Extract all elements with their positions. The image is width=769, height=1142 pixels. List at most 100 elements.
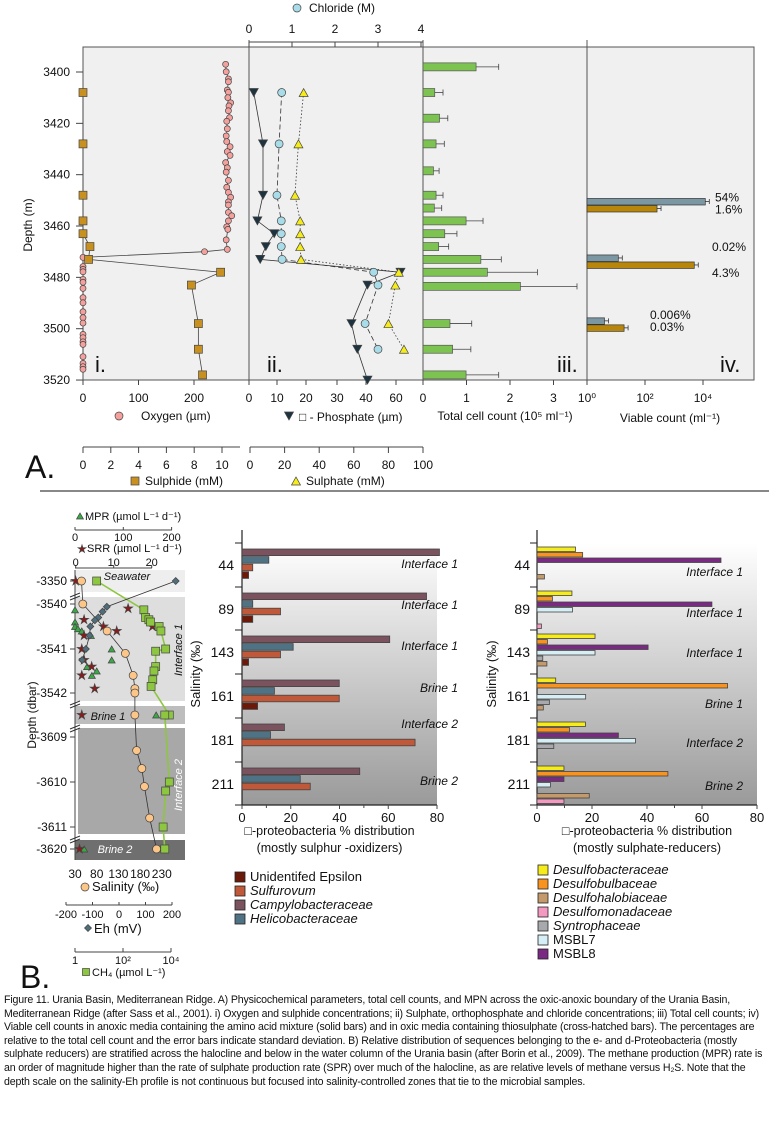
mpr-point: [107, 645, 116, 653]
bar-desulfohalobiaceae: [536, 574, 545, 580]
srr-point: [122, 602, 134, 614]
panel-label-iii: iii.: [557, 352, 578, 377]
cell-count-bar: [422, 88, 436, 97]
eh-tick-label: 100: [136, 909, 154, 921]
bar-desulfobacteraceae: [536, 590, 573, 596]
ch4-point: [161, 644, 171, 654]
ch4-point: [158, 822, 168, 832]
bar-sulfurovum: [241, 607, 281, 616]
bar-chart-background: [537, 543, 757, 805]
sulphide-point: [78, 139, 88, 149]
eh-point: [78, 656, 87, 664]
legend-label: Desulfomonadaceae: [553, 904, 672, 919]
viable-count-tick-label: 10⁴: [694, 391, 713, 405]
bar-unidentifed-epsilon: [241, 658, 249, 666]
sulphide-tick-label: 2: [107, 458, 114, 472]
chloride-point: [373, 280, 383, 290]
eh-point: [171, 577, 180, 585]
sulphate-axis-label: Sulphate (mM): [306, 474, 385, 488]
mpr-point: [73, 625, 83, 633]
oxygen-point: [79, 299, 87, 307]
eh-tick-label: 200: [163, 909, 181, 921]
cell-count-bar: [422, 203, 435, 213]
phosphate-point: [352, 344, 363, 354]
phosphate-tick-label: 20: [299, 391, 313, 405]
oxygen-point: [222, 168, 230, 176]
cell-count-tick-label: 0: [420, 391, 427, 405]
bar-campylobacteraceae: [241, 635, 391, 643]
salinity-point: [102, 626, 112, 636]
percentage-label: 54%: [715, 190, 739, 204]
chloride-tick-label: 4: [418, 22, 425, 36]
sulphide-point: [78, 88, 88, 97]
sulphide-point: [85, 242, 95, 251]
mpr-tick-label: 100: [114, 532, 132, 544]
value-tick-label: 0: [533, 810, 540, 825]
sulphate-point: [289, 190, 301, 200]
depth-axis-label: Depth (m): [21, 198, 35, 251]
bar-helicobacteraceae: [241, 643, 294, 651]
depth-axis-label-b: Depth (dbar): [25, 681, 39, 748]
depth-tick-label: -3609: [36, 730, 67, 744]
depth-tick-label: 3460: [43, 219, 70, 233]
oxygen-point: [79, 353, 87, 361]
phosphate-point: [248, 88, 259, 98]
viable-count-bar: [586, 317, 605, 325]
value-tick-label: 60: [695, 810, 709, 825]
phosphate-point: [260, 242, 271, 252]
sulphide-tick-label: 6: [163, 458, 170, 472]
bar-sulfurovum: [241, 563, 254, 572]
viable-count-axis-label: Viable count (ml⁻¹): [620, 411, 720, 425]
sulphide-legend-icon: [130, 476, 140, 486]
srr-axis-label: SRR (µmol L⁻¹ d⁻¹): [87, 543, 182, 555]
zone-label-seawater: Seawater: [104, 571, 152, 583]
phosphate-tick-label: 30: [330, 391, 344, 405]
sulphate-legend-icon: [290, 476, 302, 486]
oxygen-point: [223, 117, 231, 125]
chloride-point: [277, 255, 287, 264]
srr-point: [89, 682, 101, 694]
sulphide-tick-label: 4: [135, 458, 142, 472]
ch4-point: [151, 646, 161, 656]
salinity-category-label: 181: [507, 732, 531, 748]
zone-label: Brine 1: [705, 697, 743, 711]
cell-count-bar: [422, 242, 440, 251]
zone-label-brine-2: Brine 2: [98, 844, 133, 856]
legend-swatch: [537, 920, 549, 932]
oxygen-point: [222, 68, 230, 76]
salinity-tick-label: 80: [90, 867, 104, 881]
salinity-category-label: 211: [212, 776, 235, 792]
salinity-category-label: 89: [514, 601, 530, 617]
bar-desulfohalobiaceae: [536, 793, 590, 799]
bar-desulfohalobiaceae: [536, 705, 544, 711]
zone-label: Interface 1: [401, 557, 458, 571]
bar-helicobacteraceae: [241, 687, 275, 695]
sulphate-point: [295, 241, 306, 251]
panel-a-label: A.: [25, 449, 55, 485]
sulphate-point: [295, 229, 306, 239]
ch4-tick-label: 1: [72, 955, 78, 967]
legend-label: Campylobacteraceae: [250, 897, 373, 912]
ch4-point: [146, 682, 156, 691]
zone-label-brine-1: Brine 1: [91, 711, 126, 723]
bar-sulfurovum: [241, 650, 281, 659]
oxygen-point: [79, 285, 87, 292]
ch4-point: [164, 777, 174, 787]
eh-tick-label: -100: [81, 909, 103, 921]
chloride-point: [360, 319, 370, 328]
value-tick-label: 60: [381, 810, 395, 825]
bar-msbl7: [536, 738, 636, 744]
eh-point: [86, 622, 95, 631]
salinity-point: [152, 844, 161, 854]
oxygen-tick-label: 0: [80, 391, 87, 405]
eh-point: [98, 607, 107, 616]
axis-break-mark: [69, 703, 81, 709]
sulphide-point: [84, 255, 93, 264]
legend-swatch: [537, 948, 549, 960]
cell-count-bar: [422, 281, 521, 291]
cell-count-bar: [422, 139, 437, 149]
sulphate-point: [298, 87, 309, 97]
sulphate-tick-label: 20: [278, 458, 292, 472]
phosphate-point: [362, 375, 373, 385]
oxygen-point: [226, 143, 234, 151]
